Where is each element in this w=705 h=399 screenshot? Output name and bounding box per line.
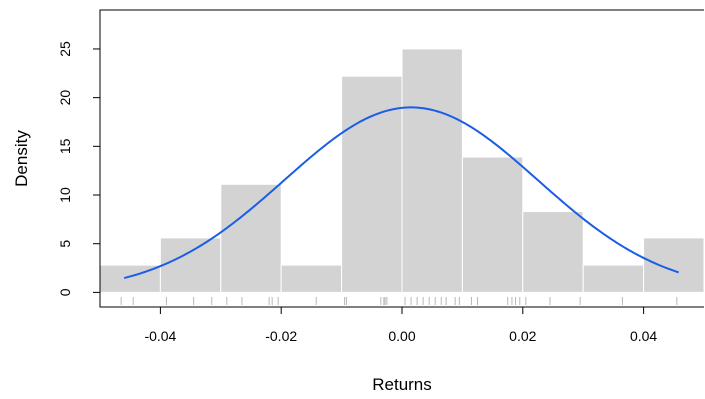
x-tick-label: -0.04 — [144, 328, 176, 344]
x-axis-title: Returns — [372, 375, 432, 394]
y-tick-label: 5 — [57, 240, 73, 248]
histogram-bar-7 — [461, 156, 524, 293]
histogram-bar-9 — [582, 264, 645, 293]
histogram-bars — [99, 48, 705, 293]
y-tick-label: 0 — [57, 288, 73, 296]
histogram-bar-6 — [401, 48, 463, 293]
x-tick-label: -0.02 — [265, 328, 297, 344]
y-tick-label: 15 — [57, 138, 73, 154]
x-tick-label: 0.04 — [630, 328, 657, 344]
x-axis: -0.04 -0.02 0.00 0.02 0.04 — [144, 307, 657, 344]
x-tick-label: 0.02 — [509, 328, 536, 344]
y-tick-label: 25 — [57, 41, 73, 57]
y-axis: 0 5 10 15 20 25 — [57, 41, 100, 296]
histogram-bar-2 — [159, 237, 222, 293]
histogram-bar-8 — [522, 211, 584, 293]
y-axis-title: Density — [12, 130, 31, 187]
histogram-bar-5 — [341, 75, 403, 293]
x-tick-label: 0.00 — [388, 328, 415, 344]
plot-area — [99, 48, 705, 305]
y-tick-label: 10 — [57, 187, 73, 203]
normal-density-curve — [123, 106, 679, 280]
axes: -0.04 -0.02 0.00 0.02 0.04 0 5 10 15 20 25 — [57, 9, 704, 344]
rug-marks — [120, 297, 678, 305]
histogram-bar-3 — [220, 183, 282, 293]
histogram-bar-10 — [643, 237, 705, 293]
y-tick-label: 20 — [57, 90, 73, 106]
histogram-bar-4 — [280, 264, 343, 293]
